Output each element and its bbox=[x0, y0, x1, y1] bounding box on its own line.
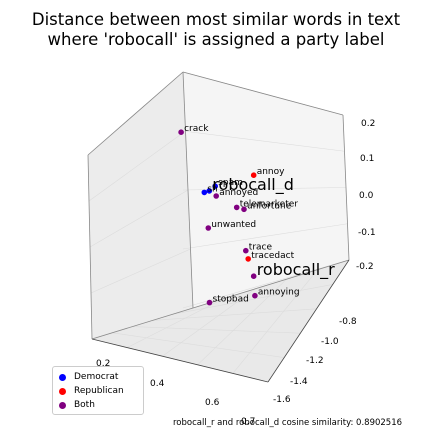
point-trace bbox=[243, 247, 249, 254]
point-annoying bbox=[252, 292, 258, 299]
legend-marker-democrat bbox=[59, 373, 66, 381]
grid-line bbox=[90, 248, 191, 294]
chart-title-line-2: where 'robocall' is assigned a party lab… bbox=[47, 30, 385, 49]
legend-item-both: Both bbox=[59, 398, 143, 412]
y-tick-label: -1.0 bbox=[321, 337, 339, 347]
point-label-spam: spam bbox=[218, 178, 243, 188]
x-tick-label: 0.2 bbox=[96, 359, 110, 369]
grid-line bbox=[232, 269, 319, 374]
point-label-annoying: annoying bbox=[258, 288, 300, 298]
grid-line bbox=[112, 332, 285, 358]
x-tick-label: 0.7 bbox=[241, 417, 255, 427]
point-robocall-r bbox=[250, 273, 257, 280]
point-telemarketer bbox=[233, 204, 240, 211]
grid-line bbox=[197, 278, 287, 366]
legend-marker-both bbox=[59, 401, 66, 409]
point-label-unwanted: unwanted bbox=[211, 220, 256, 230]
grid-line bbox=[182, 130, 345, 152]
grid-line bbox=[132, 326, 301, 334]
point-label-telemarketer: telemarketer bbox=[240, 199, 299, 209]
legend-label-both: Both bbox=[74, 400, 95, 410]
y-tick-label: -1.4 bbox=[290, 377, 308, 387]
point-robocall-d bbox=[206, 188, 213, 194]
point-sh bbox=[201, 189, 208, 196]
similarity-footnote: robocall_r and robocall_d cosine similar… bbox=[173, 418, 403, 428]
axis-ticks: 0.2 0.4 0.6 0.7 -1.6 -1.4 -1.2 -1.0-0.8 -0.2 -0.1… bbox=[96, 119, 376, 427]
point-annoyed bbox=[213, 193, 219, 199]
y-tick-label: -1.2 bbox=[306, 356, 324, 366]
z-tick-label: -0.2 bbox=[356, 262, 374, 272]
z-tick-label: 0.2 bbox=[361, 119, 375, 129]
point-label-stopbad: stopbad bbox=[213, 295, 249, 305]
grid-line bbox=[127, 298, 225, 348]
x-tick-label: 0.6 bbox=[205, 398, 220, 408]
legend-item-democrat: Democrat bbox=[59, 370, 143, 384]
pane-back bbox=[88, 72, 349, 382]
point-label-annoyed: annoyed bbox=[219, 188, 258, 198]
point-label-trace: trace bbox=[249, 243, 273, 253]
point-stopbad bbox=[206, 299, 213, 306]
z-tick-label: 0.1 bbox=[360, 154, 374, 164]
chart-title-line-1: Distance between most similar words in t… bbox=[31, 10, 401, 29]
chart-title: Distance between most similar words in t… bbox=[0, 10, 432, 50]
point-unwanted bbox=[205, 225, 212, 231]
legend-label-democrat: Democrat bbox=[74, 372, 119, 382]
chart-legend: Democrat Republican Both bbox=[52, 366, 144, 415]
point-tracedact bbox=[245, 256, 251, 262]
point-crack bbox=[178, 129, 184, 135]
y-tick-label: -0.8 bbox=[339, 317, 357, 327]
grid-line bbox=[172, 284, 333, 315]
grid-line bbox=[89, 189, 189, 248]
point-label-unfortune: unfortune bbox=[247, 201, 292, 211]
point-label-sh: sh bbox=[207, 184, 217, 194]
legend-marker-republican bbox=[59, 387, 66, 395]
grid-line bbox=[182, 259, 350, 309]
legend-label-republican: Republican bbox=[74, 386, 124, 396]
y-tick-label: -1.6 bbox=[273, 395, 291, 405]
point-label-tracedact: tracedact bbox=[251, 251, 294, 261]
z-tick-label: -0.1 bbox=[358, 228, 376, 238]
point-spam bbox=[212, 183, 218, 189]
z-tick-label: 0.0 bbox=[359, 191, 374, 201]
point-unfortune bbox=[241, 206, 247, 213]
point-label-annoy: annoy bbox=[257, 167, 285, 177]
grid-line bbox=[182, 223, 348, 250]
point-annoy bbox=[250, 172, 257, 178]
legend-item-republican: Republican bbox=[59, 384, 143, 398]
x-tick-label: 0.4 bbox=[150, 379, 165, 389]
point-label-robocall-r: robocall_r bbox=[257, 260, 335, 280]
point-label-robocall-d: robocall_d bbox=[212, 175, 294, 195]
point-label-crack: crack bbox=[184, 124, 209, 134]
grid-line bbox=[152, 308, 317, 321]
grid-line bbox=[162, 288, 256, 357]
axis-frame bbox=[87, 71, 350, 383]
grid-line bbox=[88, 130, 186, 202]
